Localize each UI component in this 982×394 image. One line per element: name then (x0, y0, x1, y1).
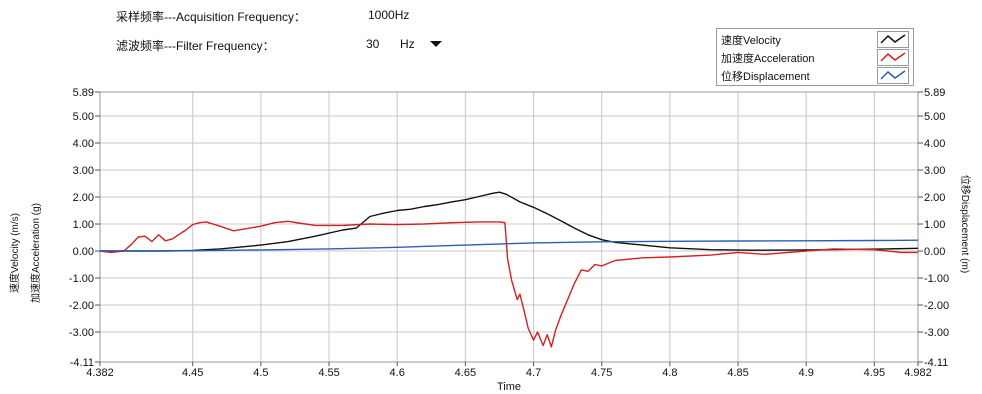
acquisition-frequency-value: 1000Hz (368, 8, 410, 22)
filter-frequency-value[interactable]: 30 (366, 37, 380, 51)
filter-frequency-unit: Hz (400, 37, 415, 51)
y-left-tick-label: 5.00 (73, 111, 94, 123)
y-left-tick-label: 5.89 (73, 87, 94, 99)
y-right-tick-label: -4.11 (924, 357, 948, 369)
x-tick-label: 4.85 (727, 367, 748, 379)
y-left-tick-label: -2.00 (69, 300, 94, 312)
y-left-tick-label: 2.00 (73, 192, 94, 204)
y-left-tick-label: 3.00 (73, 165, 94, 177)
legend-swatch-displacement-icon[interactable] (877, 67, 909, 84)
legend-item-velocity[interactable]: 速度Velocity (721, 30, 909, 48)
x-tick-label: 4.75 (591, 367, 612, 379)
y-right-tick-label: -2.00 (924, 300, 949, 312)
filter-frequency-label: 滤波频率---Filter Frequency： (116, 39, 275, 53)
x-tick-label: 4.5 (253, 367, 268, 379)
y-right-tick-label: 5.00 (924, 111, 945, 123)
y-right-tick-label: -3.00 (924, 327, 949, 339)
y-left-tick-label: -4.11 (70, 357, 94, 369)
y-right-tick-label: -1.00 (924, 273, 949, 285)
legend-swatch-acceleration-icon[interactable] (877, 49, 909, 66)
y-left-tick-label: 4.00 (73, 138, 94, 150)
series-lines (99, 191, 919, 348)
legend-item-acceleration[interactable]: 加速度Acceleration (721, 48, 909, 66)
y-right-tick-label: 2.00 (924, 192, 945, 204)
filter-dropdown-arrow-icon[interactable] (430, 41, 442, 47)
series-line-displacement[interactable] (99, 239, 919, 252)
y-right-tick-label: 1.00 (924, 219, 945, 231)
y-right-tick-label: 3.00 (924, 165, 945, 177)
x-tick-label: 4.982 (904, 367, 932, 379)
x-tick-label: 4.9 (799, 367, 814, 379)
y-left-tick-label: -1.00 (69, 273, 94, 285)
legend-swatch-velocity-icon[interactable] (877, 31, 909, 48)
x-axis-title: Time (497, 381, 521, 393)
grid-lines (100, 92, 918, 362)
legend-item-displacement[interactable]: 位移Displacement (721, 66, 909, 84)
x-tick-label: 4.55 (318, 367, 339, 379)
series-line-acceleration[interactable] (99, 220, 918, 348)
plot-frame (99, 91, 919, 363)
x-tick-label: 4.382 (86, 367, 114, 379)
filter-frequency-row: 滤波频率---Filter Frequency： 30 Hz (116, 37, 456, 53)
x-tick-label: 4.8 (662, 367, 677, 379)
x-tick-label: 4.6 (390, 367, 405, 379)
legend-label-displacement: 位移Displacement (721, 71, 810, 83)
y-right-tick-label: 0.00 (924, 246, 945, 258)
x-tick-label: 4.95 (864, 367, 885, 379)
legend-label-acceleration: 加速度Acceleration (721, 53, 815, 65)
legend-label-velocity: 速度Velocity (721, 35, 781, 47)
axis-ticks: 4.382 4.45 4.5 4.55 4.6 4.65 4.7 4.75 4.8 4.85 4.9… (69, 87, 949, 379)
y-left-tick-label: 1.00 (73, 219, 94, 231)
y-right-tick-label: 5.89 (924, 87, 945, 99)
series-line-velocity[interactable] (100, 191, 919, 252)
chart-legend: 速度Velocity 加速度Acceleration 位移Displacemen… (716, 28, 914, 86)
x-tick-label: 4.7 (526, 367, 541, 379)
y-left-tick-label: -3.00 (69, 327, 94, 339)
x-tick-label: 4.65 (455, 367, 476, 379)
acquisition-frequency-row: 采样频率---Acquisition Frequency： 1000Hz (116, 8, 436, 24)
y-right-tick-label: 4.00 (924, 138, 945, 150)
x-tick-label: 4.45 (182, 367, 203, 379)
y-left-tick-label: 0.00 (73, 246, 94, 258)
acquisition-frequency-label: 采样频率---Acquisition Frequency： (116, 10, 307, 24)
